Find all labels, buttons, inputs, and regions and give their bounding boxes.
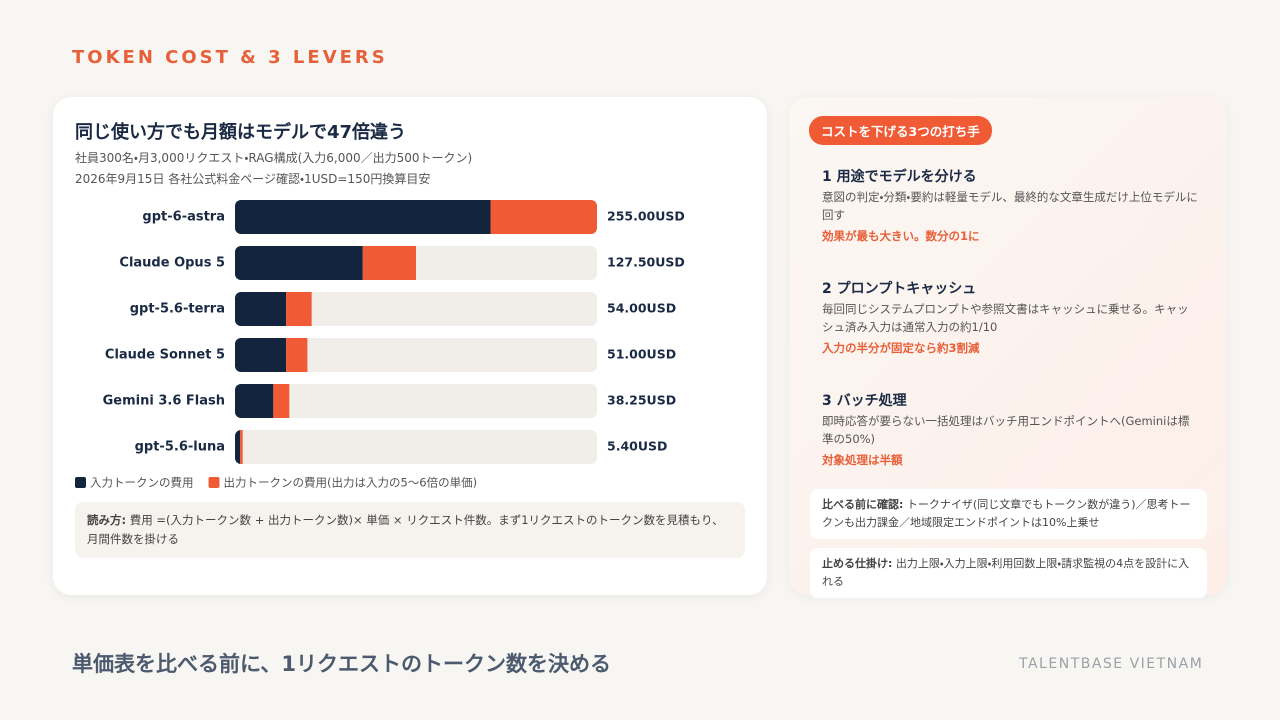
total-label: 54.00USD	[607, 301, 676, 316]
eyebrow: TOKEN COST & 3 LEVERS	[72, 47, 388, 68]
badge: コストを下げる3つの打ち手	[809, 116, 992, 145]
box-label: 比べる前に確認:	[822, 498, 904, 511]
total-label: 5.40USD	[607, 439, 667, 454]
bar-segment	[235, 430, 241, 464]
category-label: gpt-5.6-luna	[135, 440, 225, 455]
subtitle: 社員300名・月3,000リクエスト・RAG構成(入力6,000／出力500トー…	[75, 151, 473, 165]
category-label: Claude Opus 5	[119, 256, 225, 271]
bar-segment	[235, 292, 287, 326]
total-label: 255.00USD	[607, 209, 685, 224]
bar-segment	[490, 200, 597, 234]
subtitle: 2026年9月15日 各社公式料金ページ確認・1USD=150円換算目安	[75, 172, 431, 186]
category-label: gpt-6-astra	[142, 210, 225, 225]
bar-segment	[286, 338, 308, 372]
legend-label: 出力トークンの費用(出力は入力の5〜6倍の単価)	[224, 476, 478, 490]
headline: 単価表を比べる前に、1リクエストのトークン数を決める	[72, 652, 611, 676]
lever-title: 3 バッチ処理	[822, 393, 907, 409]
bar-segment	[273, 384, 290, 418]
bar-track	[235, 338, 597, 372]
category-label: Gemini 3.6 Flash	[103, 394, 225, 409]
total-label: 127.50USD	[607, 255, 685, 270]
lever-highlight: 入力の半分が固定なら約3割減	[822, 341, 980, 355]
lever-text: 毎回同じシステムプロンプトや参照文書はキャッシュに乗せる。キャッシュ済み入力は通…	[822, 302, 1189, 334]
bar-track	[235, 384, 597, 418]
box-text: 出力上限・入力上限・利用回数上限・請求監視の4点を設計に入れる	[822, 557, 1190, 588]
legend-label: 入力トークンの費用	[90, 476, 194, 490]
lever-text: 意図の判定・分類・要約は軽量モデル、最終的な文章生成だけ上位モデルに回す	[822, 190, 1198, 222]
bar-track	[235, 430, 597, 464]
bar-segment	[235, 384, 274, 418]
category-label: Claude Sonnet 5	[105, 348, 225, 363]
bar-segment	[286, 292, 312, 326]
info-box: 止める仕掛け: 出力上限・入力上限・利用回数上限・請求監視の4点を設計に入れる	[810, 548, 1207, 598]
bar-track	[235, 292, 597, 326]
box-label: 止める仕掛け:	[822, 557, 893, 570]
total-label: 51.00USD	[607, 347, 676, 362]
lever-highlight: 効果が最も大きい。数分の1に	[822, 229, 980, 243]
lever-title: 1 用途でモデルを分ける	[822, 169, 977, 185]
bar-segment	[235, 246, 363, 280]
lever-text: 即時応答が要らない一括処理はバッチ用エンドポイントへ(Geminiは標準の50%…	[822, 414, 1190, 446]
lever-highlight: 対象処理は半額	[822, 453, 903, 467]
legend-swatch	[208, 477, 220, 488]
note-label: 読み方:	[87, 513, 127, 527]
bar-segment	[362, 246, 416, 280]
info-box: 比べる前に確認: トークナイザ(同じ文章でもトークン数が違う)／思考トークンも出…	[810, 489, 1207, 539]
brand: TALENTBASE VIETNAM	[1019, 656, 1204, 672]
total-label: 38.25USD	[607, 393, 676, 408]
box-text: トークナイザ(同じ文章でもトークン数が違う)／思考トークンも出力課金／地域限定エ…	[822, 498, 1191, 529]
bar-segment	[240, 430, 243, 464]
bar-segment	[235, 200, 491, 234]
legend-swatch	[75, 477, 86, 488]
lever-title: 2 プロンプトキャッシュ	[822, 281, 977, 297]
note-text: 費用 =(入力トークン数 + 出力トークン数)× 単価 × リクエスト件数。まず…	[87, 513, 724, 546]
category-label: gpt-5.6-terra	[130, 302, 225, 317]
bar-segment	[235, 338, 287, 372]
note: 読み方: 費用 =(入力トークン数 + 出力トークン数)× 単価 × リクエスト…	[75, 502, 745, 558]
chart-title: 同じ使い方でも月額はモデルで47倍違う	[75, 122, 407, 143]
